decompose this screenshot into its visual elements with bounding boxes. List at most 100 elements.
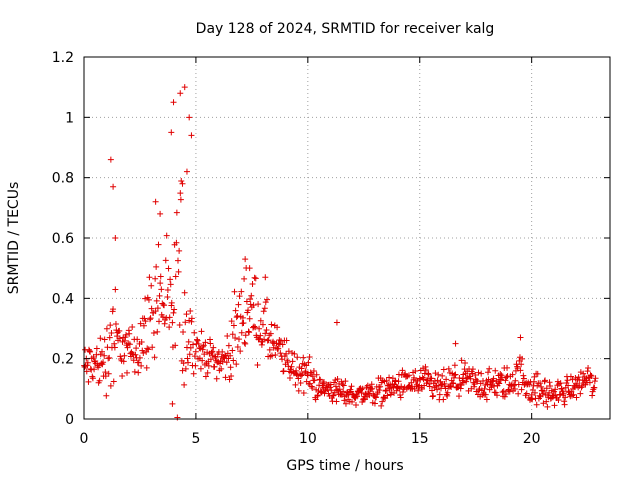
data-point [420,376,427,383]
data-point [176,322,183,329]
data-point [101,352,108,359]
data-point [165,265,172,272]
data-point [412,368,419,375]
data-point [245,307,252,314]
data-point [236,293,243,300]
data-point [587,372,594,379]
data-point [444,392,451,399]
data-point [110,183,117,190]
data-point [491,383,498,390]
data-point [531,373,538,380]
data-point [100,359,107,366]
data-point [141,315,148,322]
data-point [185,359,192,366]
data-point [251,323,258,330]
data-point [562,394,569,401]
data-point [450,380,457,387]
data-point [106,354,113,361]
data-point [266,346,273,353]
data-point [157,280,164,287]
data-point [499,374,506,381]
data-point [280,368,287,375]
data-point [481,385,488,392]
data-point [457,381,464,388]
data-point [155,241,162,248]
data-point [551,402,558,409]
data-point [196,344,203,351]
data-point [312,396,319,403]
data-point [376,387,383,394]
data-point [327,384,334,391]
data-point [121,337,128,344]
data-point [308,383,315,390]
data-point [564,377,571,384]
data-point [381,394,388,401]
data-point [107,156,114,163]
data-point [135,369,142,376]
data-point [184,355,191,362]
data-point [292,381,299,388]
data-point [490,375,497,382]
data-point [523,390,530,397]
data-point [145,296,152,303]
data-point [143,364,150,371]
data-point [383,387,390,394]
data-point [183,168,190,175]
data-point [275,345,282,352]
data-point [285,363,292,370]
data-point [366,392,373,399]
data-point [186,351,193,358]
data-point [440,396,447,403]
data-point [386,374,393,381]
data-point [261,336,268,343]
data-point [142,295,149,302]
data-point [352,401,359,408]
data-point [249,281,256,288]
data-point [178,177,185,184]
data-point [399,367,406,374]
data-point [294,354,301,361]
data-point [435,371,442,378]
data-point [186,114,193,121]
data-point [426,383,433,390]
data-point [210,344,217,351]
data-point [202,373,209,380]
data-point [309,384,316,391]
data-point [142,318,149,325]
data-point [88,366,95,373]
data-point [451,372,458,379]
x-tick-label: 10 [299,431,317,447]
data-point [149,344,156,351]
data-point [106,334,113,341]
y-tick-label: 0.2 [52,352,74,368]
data-point [259,321,266,328]
data-point [146,316,153,323]
data-point [169,319,176,326]
data-point [578,384,585,391]
data-point [164,286,171,293]
data-point [565,382,572,389]
data-point [567,373,574,380]
data-point [229,347,236,354]
data-point [191,329,198,336]
data-point [515,390,522,397]
data-point [560,390,567,397]
data-point [431,378,438,385]
data-point [222,374,229,381]
data-point [182,365,189,372]
data-point [495,379,502,386]
data-point [247,301,254,308]
data-point [211,363,218,370]
data-point [314,392,321,399]
data-point [248,292,255,299]
data-point [180,329,187,336]
data-point [457,385,464,392]
data-point [101,336,108,343]
data-point [201,361,208,368]
data-point [224,332,231,339]
data-point [320,379,327,386]
data-point [541,388,548,395]
data-point [336,386,343,393]
data-point [334,375,341,382]
data-point [225,342,232,349]
